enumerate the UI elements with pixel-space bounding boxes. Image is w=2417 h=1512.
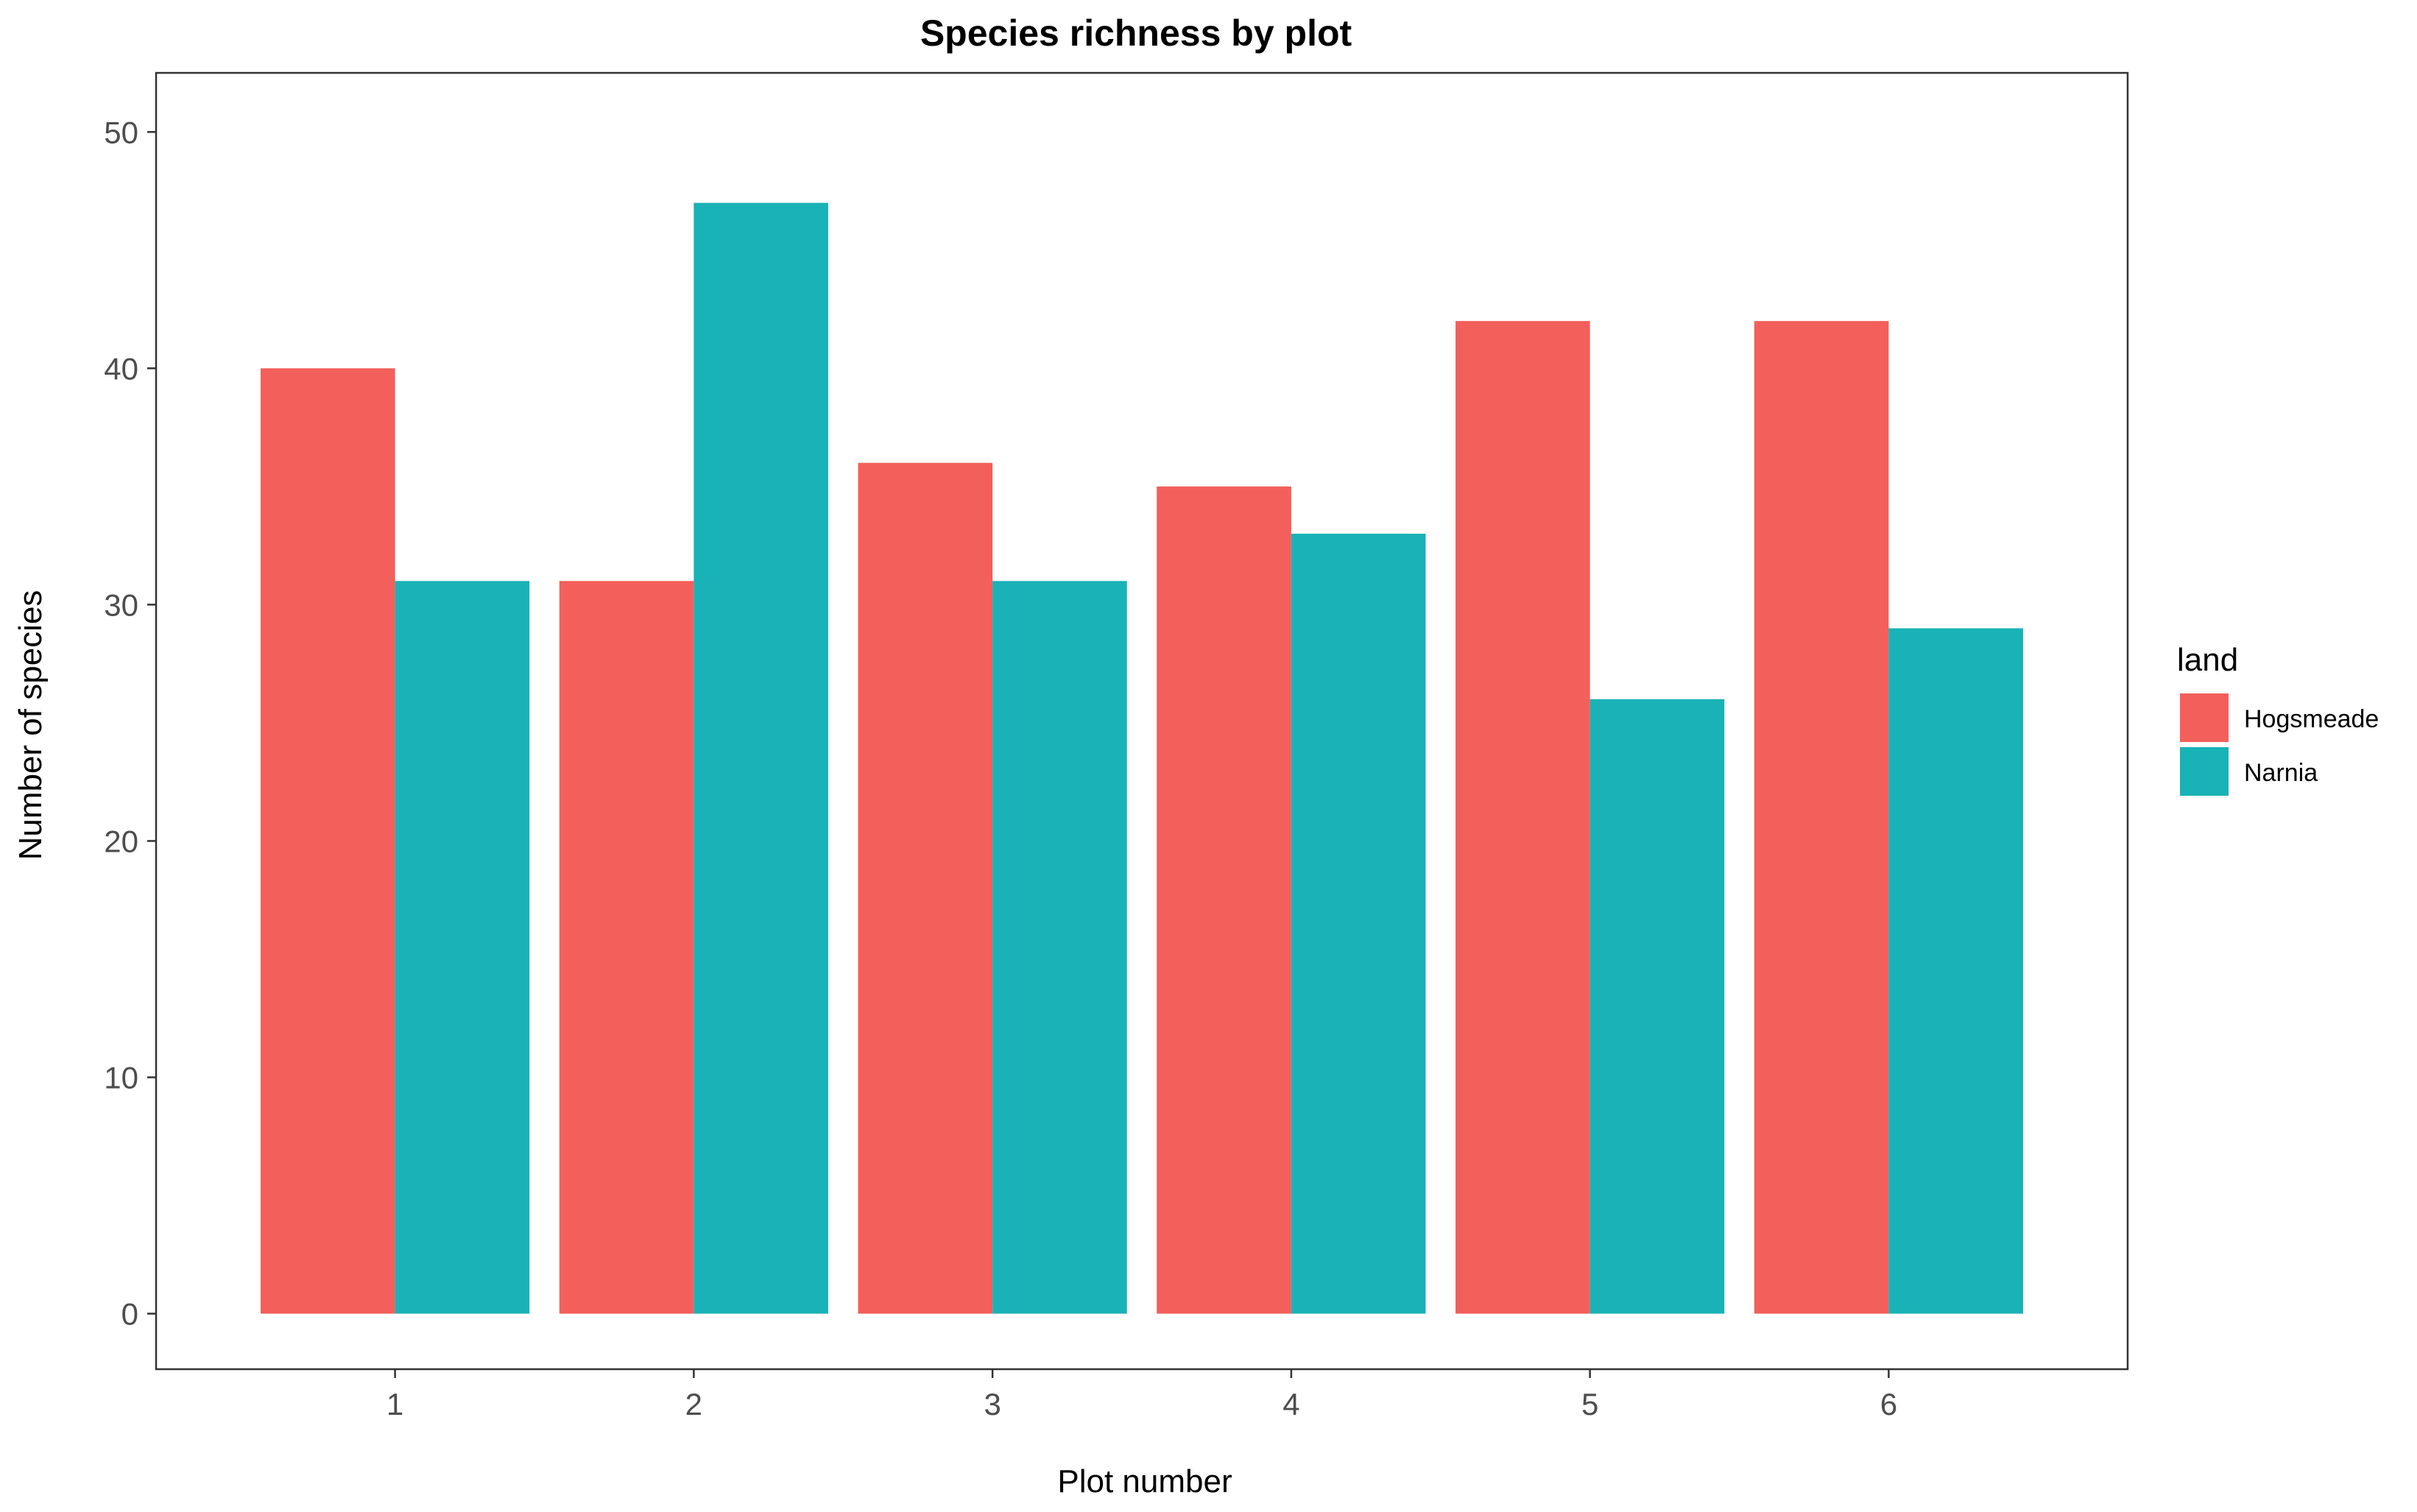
bars-layer: [261, 202, 2023, 1314]
x-tick-label: 1: [387, 1387, 403, 1421]
y-tick-label: 20: [104, 824, 138, 858]
legend-swatch-narnia: [2180, 747, 2229, 796]
x-tick-label: 6: [1880, 1387, 1897, 1421]
bar-hogsmeade-plot-5: [1456, 321, 1590, 1314]
chart-title: Species richness by plot: [920, 13, 1352, 54]
bar-narnia-plot-1: [395, 581, 530, 1314]
bar-hogsmeade-plot-1: [261, 368, 395, 1314]
y-tick-label: 0: [121, 1297, 138, 1332]
x-tick-label: 4: [1282, 1387, 1299, 1421]
x-axis: 1 2 3 4 5 6: [387, 1369, 1897, 1421]
plot-panel-border: [155, 71, 2129, 1371]
bar-hogsmeade-plot-2: [559, 581, 694, 1314]
y-tick-label: 40: [104, 351, 138, 386]
x-axis-title: Plot number: [1057, 1463, 1232, 1499]
y-tick-label: 30: [104, 587, 138, 622]
bar-narnia-plot-6: [1888, 628, 2023, 1314]
legend-label-hogsmeade: Hogsmeade: [2244, 705, 2379, 733]
bar-narnia-plot-2: [694, 202, 828, 1314]
y-tick-label: 10: [104, 1060, 138, 1095]
y-axis-title: Number of species: [13, 590, 49, 861]
y-tick-label: 50: [104, 115, 138, 149]
legend-items: Hogsmeade Narnia: [2180, 693, 2379, 796]
bar-hogsmeade-plot-6: [1754, 321, 1889, 1314]
y-axis: 0 10 20 30 40 50: [104, 115, 156, 1332]
bar-narnia-plot-3: [992, 581, 1127, 1314]
x-tick-label: 5: [1581, 1387, 1598, 1421]
legend-label-narnia: Narnia: [2244, 759, 2318, 787]
bar-narnia-plot-4: [1291, 534, 1426, 1314]
legend: land Hogsmeade Narnia: [2177, 642, 2379, 796]
legend-title: land: [2177, 642, 2238, 678]
legend-swatch-hogsmeade: [2180, 693, 2229, 742]
bar-hogsmeade-plot-3: [858, 462, 993, 1314]
bar-narnia-plot-5: [1589, 699, 1725, 1314]
x-tick-label: 2: [685, 1387, 702, 1421]
x-tick-label: 3: [984, 1387, 1001, 1421]
bar-hogsmeade-plot-4: [1157, 486, 1291, 1314]
